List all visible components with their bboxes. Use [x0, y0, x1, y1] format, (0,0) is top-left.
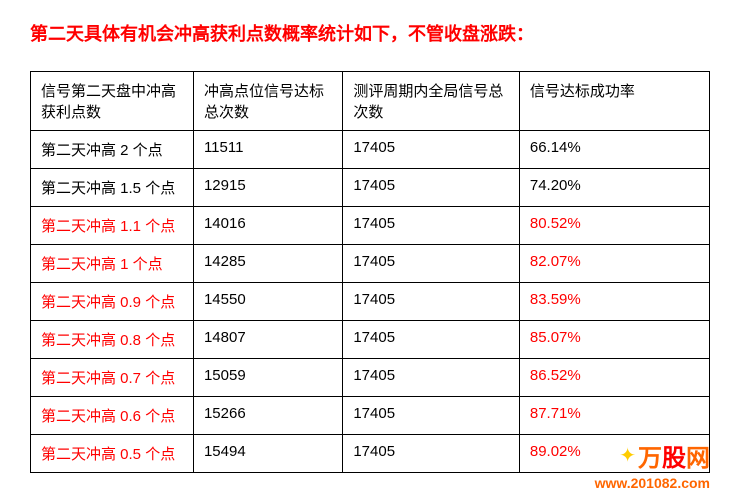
cell-rate: 82.07%: [519, 245, 709, 283]
cell-count: 14016: [193, 207, 342, 245]
cell-total: 17405: [343, 359, 520, 397]
brand-wan: 万: [638, 445, 662, 472]
header-rate: 信号达标成功率: [519, 72, 709, 131]
cell-total: 17405: [343, 207, 520, 245]
table-row: 第二天冲高 0.6 个点152661740587.71%: [31, 397, 710, 435]
cell-count: 14285: [193, 245, 342, 283]
cell-count: 14807: [193, 321, 342, 359]
cell-rate: 74.20%: [519, 169, 709, 207]
cell-count: 15266: [193, 397, 342, 435]
brand-gu: 股: [662, 445, 686, 472]
watermark: ✦ 万股网 www.201082.com: [595, 438, 710, 491]
cell-label: 第二天冲高 0.5 个点: [31, 435, 194, 473]
star-icon: ✦: [619, 443, 636, 468]
cell-total: 17405: [343, 435, 520, 473]
cell-count: 12915: [193, 169, 342, 207]
header-count: 冲高点位信号达标总次数: [193, 72, 342, 131]
table-row: 第二天冲高 2 个点115111740566.14%: [31, 131, 710, 169]
cell-label: 第二天冲高 0.8 个点: [31, 321, 194, 359]
table-row: 第二天冲高 1.1 个点140161740580.52%: [31, 207, 710, 245]
table-row: 第二天冲高 0.9 个点145501740583.59%: [31, 283, 710, 321]
cell-label: 第二天冲高 1.1 个点: [31, 207, 194, 245]
cell-label: 第二天冲高 1 个点: [31, 245, 194, 283]
header-total: 测评周期内全局信号总次数: [343, 72, 520, 131]
cell-rate: 87.71%: [519, 397, 709, 435]
cell-rate: 83.59%: [519, 283, 709, 321]
cell-rate: 66.14%: [519, 131, 709, 169]
brand-wang: 网: [686, 445, 710, 472]
cell-label: 第二天冲高 2 个点: [31, 131, 194, 169]
cell-label: 第二天冲高 1.5 个点: [31, 169, 194, 207]
cell-total: 17405: [343, 283, 520, 321]
cell-label: 第二天冲高 0.9 个点: [31, 283, 194, 321]
cell-rate: 85.07%: [519, 321, 709, 359]
watermark-logo: ✦ 万股网: [595, 438, 710, 473]
cell-label: 第二天冲高 0.7 个点: [31, 359, 194, 397]
table-row: 第二天冲高 1 个点142851740582.07%: [31, 245, 710, 283]
cell-total: 17405: [343, 245, 520, 283]
cell-count: 15494: [193, 435, 342, 473]
cell-rate: 80.52%: [519, 207, 709, 245]
table-row: 第二天冲高 1.5 个点129151740574.20%: [31, 169, 710, 207]
cell-count: 14550: [193, 283, 342, 321]
cell-rate: 86.52%: [519, 359, 709, 397]
stats-table: 信号第二天盘中冲高获利点数 冲高点位信号达标总次数 测评周期内全局信号总次数 信…: [30, 71, 710, 473]
cell-label: 第二天冲高 0.6 个点: [31, 397, 194, 435]
watermark-url: www.201082.com: [595, 475, 710, 491]
cell-total: 17405: [343, 131, 520, 169]
header-points: 信号第二天盘中冲高获利点数: [31, 72, 194, 131]
page-title: 第二天具体有机会冲高获利点数概率统计如下，不管收盘涨跌：: [30, 20, 710, 46]
table-row: 第二天冲高 0.7 个点150591740586.52%: [31, 359, 710, 397]
table-row: 第二天冲高 0.8 个点148071740585.07%: [31, 321, 710, 359]
table-header-row: 信号第二天盘中冲高获利点数 冲高点位信号达标总次数 测评周期内全局信号总次数 信…: [31, 72, 710, 131]
cell-total: 17405: [343, 321, 520, 359]
cell-total: 17405: [343, 169, 520, 207]
cell-count: 15059: [193, 359, 342, 397]
cell-total: 17405: [343, 397, 520, 435]
cell-count: 11511: [193, 131, 342, 169]
